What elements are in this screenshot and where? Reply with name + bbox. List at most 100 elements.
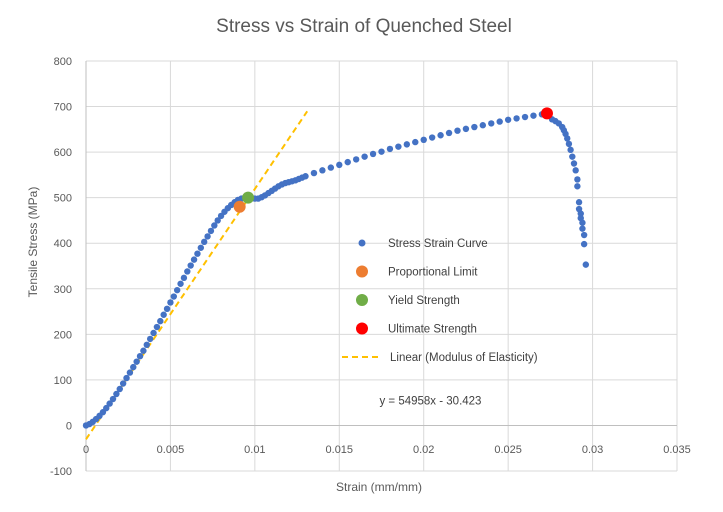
- x-tick-label: 0.03: [582, 444, 603, 456]
- data-point: [580, 240, 588, 248]
- data-point: [445, 129, 453, 137]
- data-point: [496, 118, 503, 125]
- data-point: [146, 335, 154, 343]
- y-tick-label: -100: [50, 466, 72, 478]
- legend-label: Stress Strain Curve: [388, 238, 488, 250]
- data-point: [403, 141, 411, 148]
- data-point: [386, 145, 394, 153]
- data-point: [454, 127, 461, 134]
- data-point: [579, 219, 586, 226]
- data-point: [575, 199, 583, 206]
- data-point: [207, 227, 215, 235]
- ultimate-strength-marker: [540, 107, 553, 120]
- data-point: [170, 293, 178, 300]
- legend: Stress Strain Curve Proportional Limit Yie…: [342, 238, 538, 364]
- proportional-limit-marker: [233, 200, 246, 213]
- x-tick-label: 0.005: [157, 444, 185, 456]
- legend-label: Ultimate Strength: [388, 324, 477, 336]
- data-point: [579, 225, 586, 232]
- legend-symbol-yield-strength: [356, 294, 368, 306]
- data-point: [344, 158, 351, 166]
- data-point: [437, 132, 444, 139]
- data-point: [140, 347, 147, 354]
- y-tick-label: 800: [54, 56, 72, 68]
- legend-label: Linear (Modulus of Elasticity): [390, 352, 538, 364]
- data-point: [336, 161, 343, 169]
- data-point: [577, 210, 584, 217]
- legend-symbol-proportional-limit: [356, 265, 368, 278]
- data-point: [157, 317, 164, 325]
- data-point: [204, 233, 211, 240]
- trendline-equation: y = 54958x - 30.423: [379, 395, 481, 407]
- data-point: [567, 146, 574, 154]
- data-point: [130, 363, 137, 371]
- data-point: [361, 153, 368, 160]
- data-point: [163, 305, 171, 313]
- data-point: [521, 113, 529, 121]
- data-point: [327, 164, 335, 171]
- y-tick-label: 200: [54, 329, 72, 341]
- data-point: [369, 150, 377, 158]
- legend-label: Yield Strength: [388, 295, 460, 307]
- annotations: y = 54958x - 30.423: [379, 395, 481, 407]
- chart-title: Stress vs Strain of Quenched Steel: [216, 16, 512, 37]
- data-point: [378, 148, 385, 155]
- data-point: [194, 250, 201, 257]
- data-point: [109, 395, 117, 403]
- data-point: [564, 135, 571, 142]
- data-point: [319, 167, 326, 174]
- x-tick-label: 0.035: [663, 444, 691, 456]
- legend-symbol-ultimate-strength: [356, 322, 368, 335]
- x-tick-label: 0.02: [413, 444, 434, 456]
- data-point: [352, 156, 360, 163]
- data-point: [201, 238, 208, 246]
- data-point: [123, 374, 130, 382]
- data-point: [504, 116, 512, 123]
- data-point: [471, 123, 478, 131]
- data-point: [136, 353, 144, 360]
- data-point: [160, 311, 167, 318]
- data-point: [106, 400, 113, 407]
- x-tick-label: 0: [83, 444, 89, 456]
- data-point: [184, 268, 191, 275]
- y-tick-label: 700: [54, 102, 72, 114]
- data-point: [428, 134, 436, 141]
- data-point: [572, 167, 579, 174]
- data-point: [119, 380, 127, 387]
- data-point: [190, 256, 198, 263]
- legend-symbol-stress-strain-curve: [358, 239, 366, 247]
- data-point: [177, 280, 184, 287]
- legend-label: Proportional Limit: [388, 267, 478, 279]
- y-tick-label: 0: [66, 420, 72, 432]
- plot-area: [82, 107, 590, 440]
- axes: [85, 61, 677, 471]
- data-point: [197, 244, 205, 251]
- y-tick-label: 600: [54, 147, 72, 159]
- y-tick-label: 100: [54, 375, 72, 387]
- data-point: [187, 262, 194, 269]
- data-point: [565, 140, 573, 148]
- data-point: [580, 231, 588, 239]
- y-axis-title: Tensile Stress (MPa): [26, 187, 40, 298]
- data-point: [574, 183, 581, 190]
- data-point: [211, 222, 218, 229]
- data-point: [530, 112, 537, 119]
- y-tick-label: 500: [54, 193, 72, 205]
- y-tick-label: 300: [54, 284, 72, 296]
- yield-strength-marker: [242, 191, 255, 204]
- data-point: [488, 120, 495, 127]
- data-point: [574, 176, 581, 183]
- x-tick-label: 0.025: [494, 444, 522, 456]
- data-point: [150, 329, 157, 337]
- data-point: [167, 299, 174, 306]
- data-point: [513, 115, 520, 122]
- data-point: [582, 261, 590, 268]
- data-point: [143, 341, 150, 349]
- grid-lines: [86, 60, 678, 472]
- data-point: [126, 369, 134, 376]
- data-point: [173, 286, 181, 294]
- tick-labels: -100 0 100 200 300 400 500 600 700 800 0 0.005 0.01 0…: [50, 56, 691, 478]
- data-point: [462, 125, 470, 133]
- x-tick-label: 0.015: [326, 444, 354, 456]
- data-point: [479, 122, 487, 129]
